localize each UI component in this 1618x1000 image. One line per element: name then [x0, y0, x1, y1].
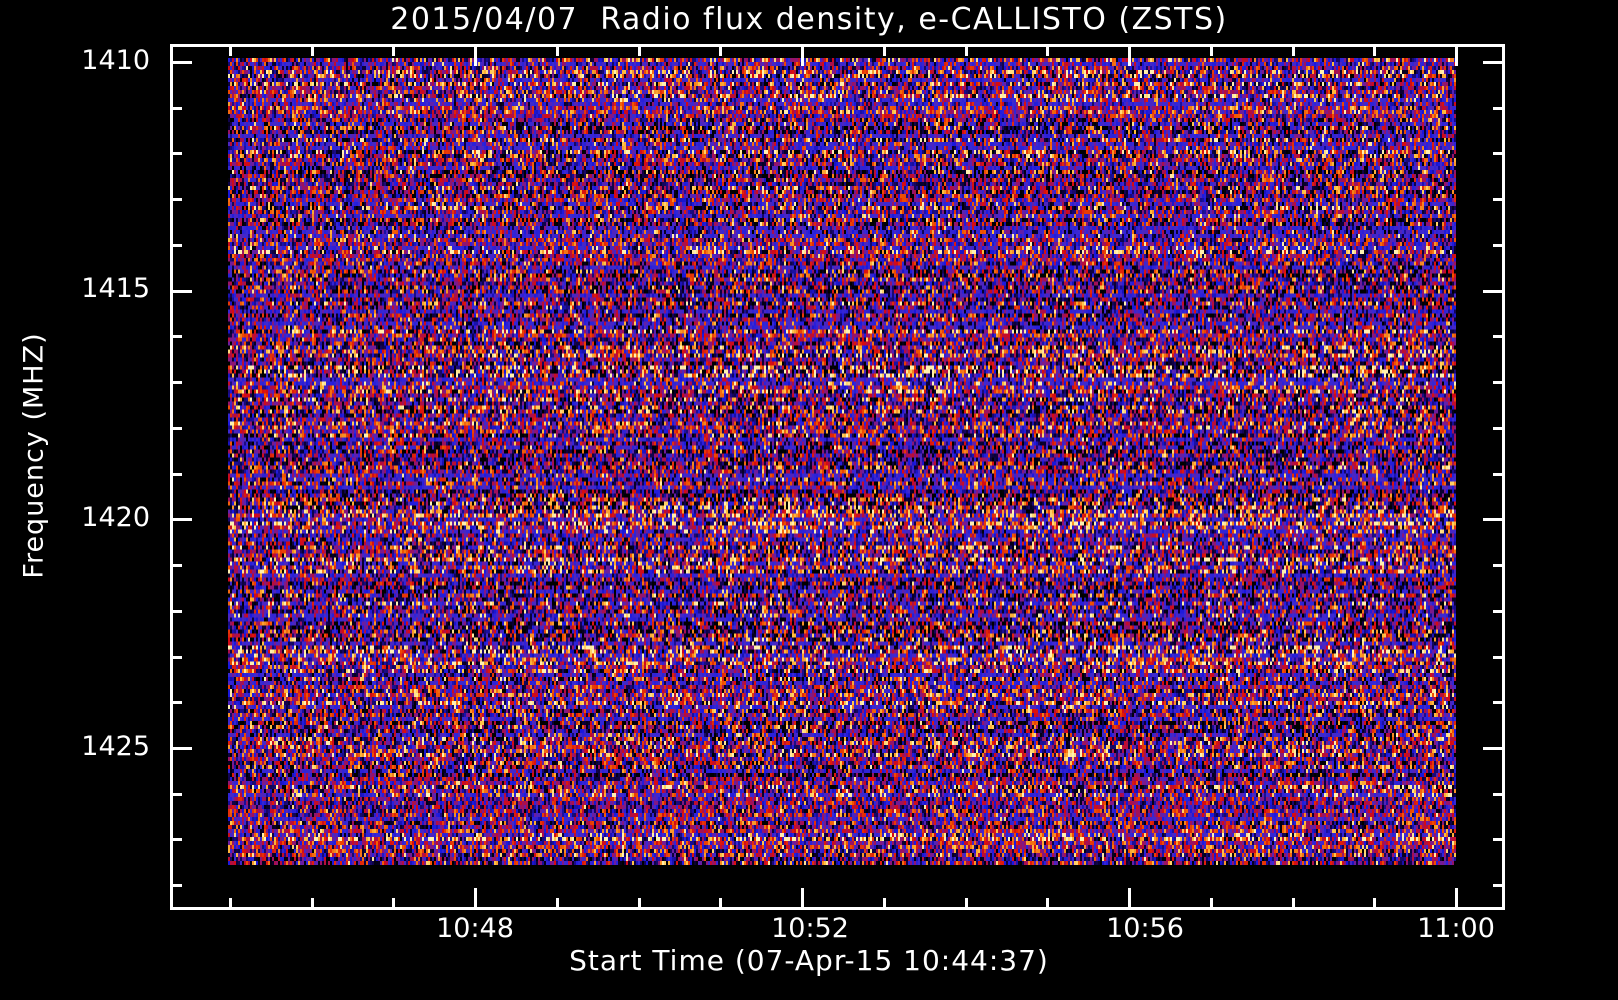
x-minor-tick: [311, 898, 314, 910]
y-major-tick: [170, 518, 192, 521]
page-title: 2015/04/07 Radio flux density, e-CALLIST…: [390, 2, 1228, 37]
y-minor-tick: [1493, 107, 1505, 110]
y-axis-title: Frequency (MHZ): [18, 332, 50, 579]
x-axis-title: Start Time (07-Apr-15 10:44:37): [569, 944, 1049, 977]
y-minor-tick: [1493, 564, 1505, 567]
x-minor-tick: [1373, 898, 1376, 910]
y-major-tick: [170, 747, 192, 750]
y-minor-tick: [170, 656, 182, 659]
x-minor-tick: [1046, 44, 1049, 56]
x-major-tick: [474, 888, 477, 910]
x-minor-tick: [556, 898, 559, 910]
x-major-tick: [1455, 888, 1458, 910]
y-minor-tick: [1493, 884, 1505, 887]
x-major-tick: [1128, 888, 1131, 910]
y-tick-label: 1420: [81, 502, 150, 533]
x-tick-label: 10:56: [1106, 913, 1184, 944]
y-minor-tick: [170, 701, 182, 704]
x-tick-label: 10:48: [436, 913, 514, 944]
y-minor-tick: [1493, 793, 1505, 796]
y-minor-tick: [1493, 381, 1505, 384]
y-axis-title-wrap: Frequency (MHZ): [14, 300, 54, 620]
y-minor-tick: [170, 793, 182, 796]
y-minor-tick: [170, 838, 182, 841]
x-minor-tick: [556, 44, 559, 56]
y-tick-label: 1410: [81, 45, 150, 76]
y-minor-tick: [170, 335, 182, 338]
y-minor-tick: [170, 107, 182, 110]
y-minor-tick: [170, 198, 182, 201]
y-minor-tick: [1493, 838, 1505, 841]
x-minor-tick: [392, 44, 395, 56]
y-minor-tick: [1493, 152, 1505, 155]
x-major-tick: [1128, 44, 1131, 66]
x-major-tick: [1455, 44, 1458, 66]
x-major-tick: [801, 888, 804, 910]
x-minor-tick: [392, 898, 395, 910]
y-minor-tick: [170, 152, 182, 155]
y-major-tick: [1483, 518, 1505, 521]
x-minor-tick: [1292, 898, 1295, 910]
x-tick-label: 10:52: [771, 913, 849, 944]
x-minor-tick: [1046, 898, 1049, 910]
y-major-tick: [170, 290, 192, 293]
y-minor-tick: [1493, 610, 1505, 613]
x-minor-tick: [883, 44, 886, 56]
y-minor-tick: [170, 884, 182, 887]
y-minor-tick: [1493, 198, 1505, 201]
y-minor-tick: [170, 564, 182, 567]
y-major-tick: [1483, 61, 1505, 64]
y-minor-tick: [1493, 244, 1505, 247]
y-major-tick: [170, 61, 192, 64]
x-minor-tick: [1292, 44, 1295, 56]
x-minor-tick: [638, 898, 641, 910]
y-major-tick: [1483, 290, 1505, 293]
y-minor-tick: [1493, 656, 1505, 659]
x-major-tick: [474, 44, 477, 66]
x-major-tick: [801, 44, 804, 66]
y-minor-tick: [170, 610, 182, 613]
x-minor-tick: [719, 44, 722, 56]
x-minor-tick: [229, 44, 232, 56]
spectrogram-image: [228, 58, 1456, 865]
x-minor-tick: [311, 44, 314, 56]
y-minor-tick: [170, 473, 182, 476]
x-minor-tick: [719, 898, 722, 910]
x-minor-tick: [965, 44, 968, 56]
y-major-tick: [1483, 747, 1505, 750]
y-minor-tick: [1493, 701, 1505, 704]
y-tick-label: 1425: [81, 731, 150, 762]
x-tick-label: 11:00: [1417, 913, 1495, 944]
x-minor-tick: [1210, 44, 1213, 56]
y-tick-label: 1415: [81, 273, 150, 304]
x-minor-tick: [1210, 898, 1213, 910]
x-minor-tick: [638, 44, 641, 56]
y-minor-tick: [1493, 427, 1505, 430]
x-minor-tick: [965, 898, 968, 910]
y-minor-tick: [170, 381, 182, 384]
y-minor-tick: [1493, 473, 1505, 476]
x-minor-tick: [229, 898, 232, 910]
x-minor-tick: [883, 898, 886, 910]
x-minor-tick: [1373, 44, 1376, 56]
y-minor-tick: [170, 244, 182, 247]
y-minor-tick: [170, 427, 182, 430]
y-minor-tick: [1493, 335, 1505, 338]
